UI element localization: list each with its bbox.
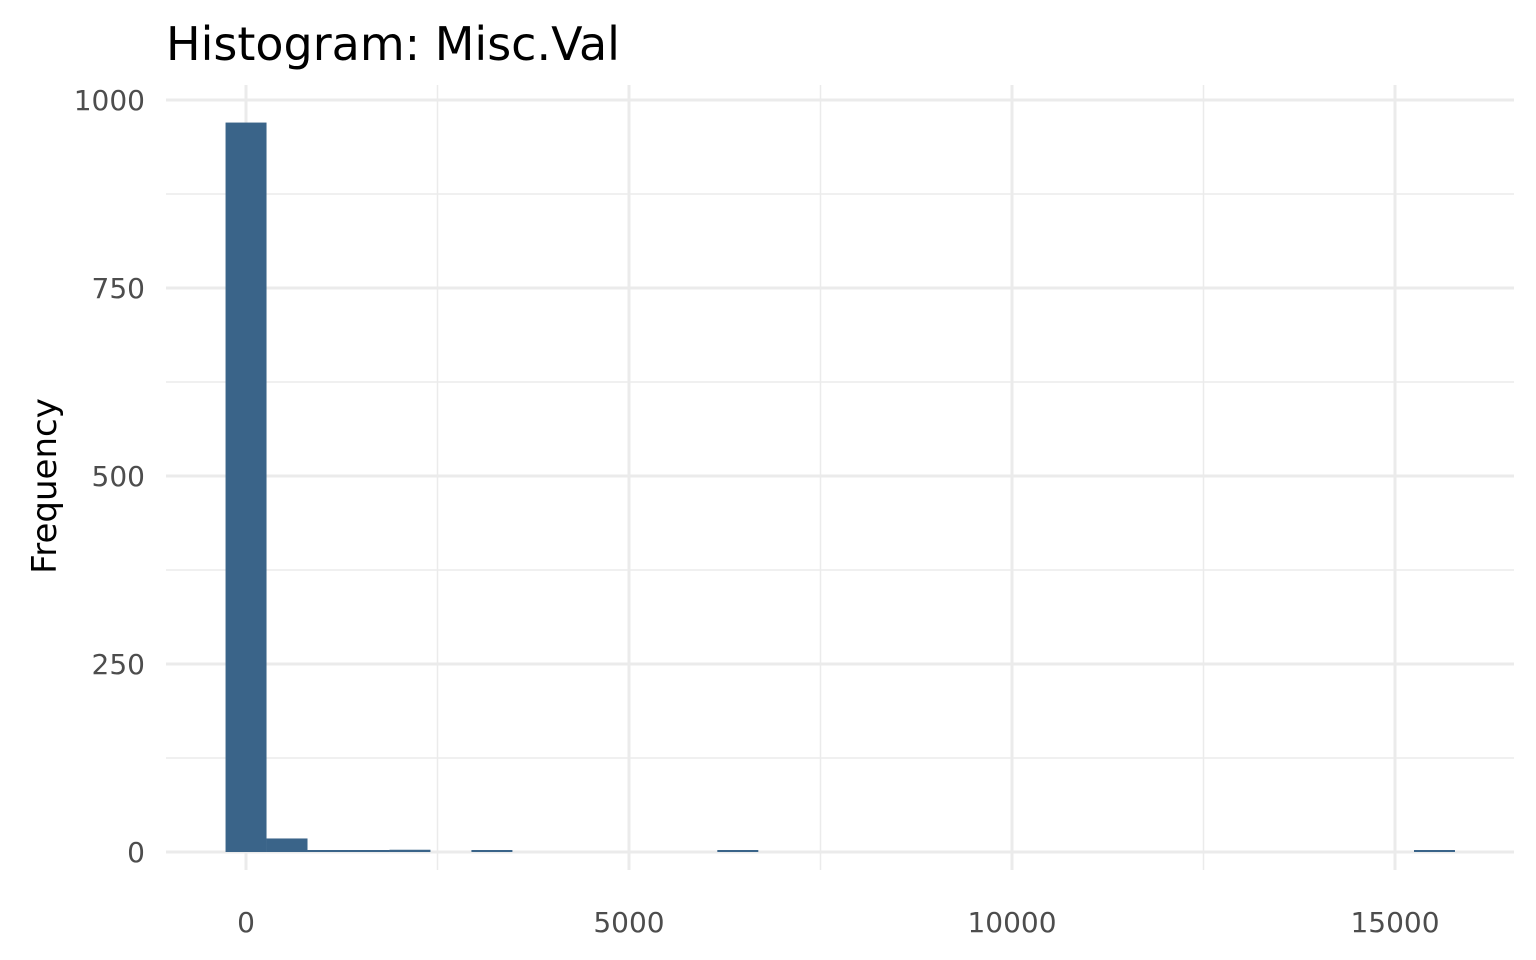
histogram-bar — [471, 850, 513, 852]
y-axis-title: Frequency — [25, 398, 65, 574]
histogram-bar — [307, 850, 349, 852]
histogram-bar — [389, 849, 431, 852]
y-tick-label: 500 — [92, 460, 145, 493]
y-tick-label: 0 — [127, 836, 145, 869]
histogram-bar — [717, 850, 759, 852]
histogram-bars — [225, 122, 1455, 852]
y-tick-label: 250 — [92, 648, 145, 681]
histogram-bar — [266, 838, 308, 852]
x-tick-label: 10000 — [967, 906, 1056, 939]
x-tick-label: 15000 — [1350, 906, 1439, 939]
histogram-bar — [348, 850, 390, 852]
histogram-bar — [225, 122, 267, 852]
axis-ticks: 0 5000 10000 15000 0 250 500 750 1000 — [74, 84, 1440, 939]
y-tick-label: 750 — [92, 272, 145, 305]
histogram-bar — [1413, 850, 1455, 852]
y-tick-label: 1000 — [74, 84, 145, 117]
x-tick-label: 0 — [237, 906, 255, 939]
chart-title: Histogram: Misc.Val — [166, 17, 620, 71]
x-tick-label: 5000 — [593, 906, 664, 939]
